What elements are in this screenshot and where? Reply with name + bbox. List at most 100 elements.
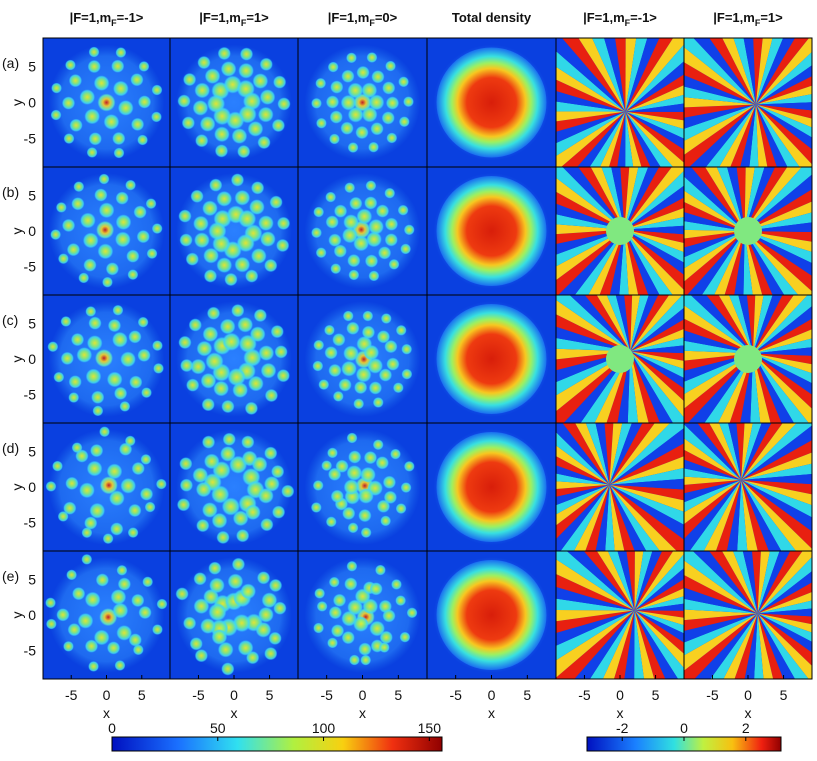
- phase-stripe: [556, 111, 626, 132]
- density-blob: [385, 60, 396, 72]
- density-blob: [246, 651, 260, 665]
- phase-stripe: [741, 423, 812, 480]
- density-blob: [372, 397, 384, 408]
- density-blob: [209, 577, 225, 594]
- phase-stripe: [744, 189, 812, 231]
- density-blob: [84, 516, 98, 530]
- density-blob: [66, 243, 81, 257]
- density-blob: [346, 52, 357, 64]
- phase-stripe: [755, 51, 812, 105]
- density-blob: [195, 481, 212, 498]
- density-blob: [105, 262, 119, 276]
- total-density: [436, 304, 547, 414]
- phase-stripe: [755, 94, 812, 105]
- phase-stripe: [634, 610, 645, 679]
- density-blob: [264, 446, 278, 460]
- phase-stripe: [684, 574, 758, 614]
- y-axis-label: y: [9, 99, 25, 106]
- phase-stripe: [741, 425, 812, 480]
- phase-stripe: [684, 479, 742, 503]
- colorbar-tick-label: 100: [312, 720, 336, 736]
- phase-stripe: [556, 484, 610, 515]
- density-blob: [79, 482, 95, 499]
- x-axis-label: x: [617, 705, 624, 721]
- phase-stripe: [556, 299, 631, 352]
- density-blob: [340, 94, 357, 111]
- density-blob: [98, 202, 115, 219]
- phase-core: [606, 345, 634, 373]
- phase-stripe: [752, 295, 812, 354]
- phase-stripe: [744, 167, 765, 231]
- density-blob: [363, 451, 378, 465]
- density-blob: [115, 191, 129, 205]
- phase-stripe: [625, 38, 674, 112]
- density-blob: [211, 512, 228, 529]
- density-blob: [107, 318, 122, 333]
- phase-stripe: [609, 423, 632, 485]
- phase-stripe: [709, 551, 758, 614]
- row-label: (c): [2, 312, 18, 328]
- density-blob: [208, 561, 222, 575]
- phase-stripe: [752, 295, 808, 354]
- density-blob: [112, 331, 128, 348]
- density-blob: [366, 231, 382, 248]
- density-blob: [314, 588, 326, 599]
- phase-stripe: [755, 38, 812, 105]
- density-blob: [381, 111, 395, 125]
- density-blob: [371, 70, 385, 84]
- density-blob: [129, 375, 143, 389]
- density-blob: [45, 618, 57, 630]
- phase-stripe: [684, 613, 758, 679]
- phase-stripe: [630, 295, 670, 352]
- density-blob: [110, 589, 127, 605]
- y-axis-label: y: [9, 228, 25, 235]
- phase-stripe: [556, 111, 626, 122]
- density-blob: [137, 95, 152, 109]
- phase-stripe: [609, 423, 671, 485]
- phase-stripe: [624, 229, 684, 253]
- header-text: |F=1,m: [583, 10, 625, 25]
- y-tick-label: -5: [24, 130, 37, 146]
- density-blob: [327, 637, 338, 649]
- phase-stripe: [625, 111, 684, 130]
- phase-stripe: [741, 452, 812, 480]
- density-blob: [324, 324, 335, 336]
- density-blob: [141, 387, 152, 399]
- phase-stripe: [757, 613, 774, 679]
- density-blob: [139, 487, 154, 501]
- density-blob: [321, 460, 333, 472]
- phase-stripe: [604, 423, 614, 485]
- density-blob: [379, 630, 393, 644]
- panel-content: [684, 551, 812, 679]
- density-blob: [370, 122, 384, 136]
- phase-stripe: [596, 551, 635, 611]
- phase-stripe: [741, 473, 812, 485]
- density-blob: [401, 343, 413, 355]
- density-blob: [57, 511, 69, 522]
- density-blob: [137, 348, 151, 362]
- density-blob: [311, 97, 322, 109]
- phase-stripe: [556, 111, 626, 156]
- density-blob: [84, 591, 101, 608]
- phase-stripe: [744, 230, 812, 264]
- phase-stripe: [684, 104, 756, 118]
- phase-stripe: [727, 167, 745, 231]
- density-blob: [368, 270, 380, 282]
- density-blob: [237, 316, 254, 333]
- density-blob: [341, 360, 357, 377]
- phase-stripe: [757, 557, 812, 614]
- density-blob: [251, 181, 265, 195]
- density-blob: [112, 304, 124, 316]
- density-blob: [377, 246, 392, 260]
- density-blob: [213, 380, 229, 397]
- x-tick-label: -5: [192, 687, 205, 703]
- phase-stripe: [757, 551, 780, 614]
- density-blob: [391, 579, 402, 590]
- density-blob: [257, 106, 274, 123]
- phase-stripe: [556, 484, 610, 526]
- phase-stripe: [634, 603, 684, 611]
- density-blob: [330, 624, 345, 638]
- density-blob: [363, 344, 380, 361]
- density-blob: [204, 68, 221, 84]
- phase-stripe: [630, 319, 684, 352]
